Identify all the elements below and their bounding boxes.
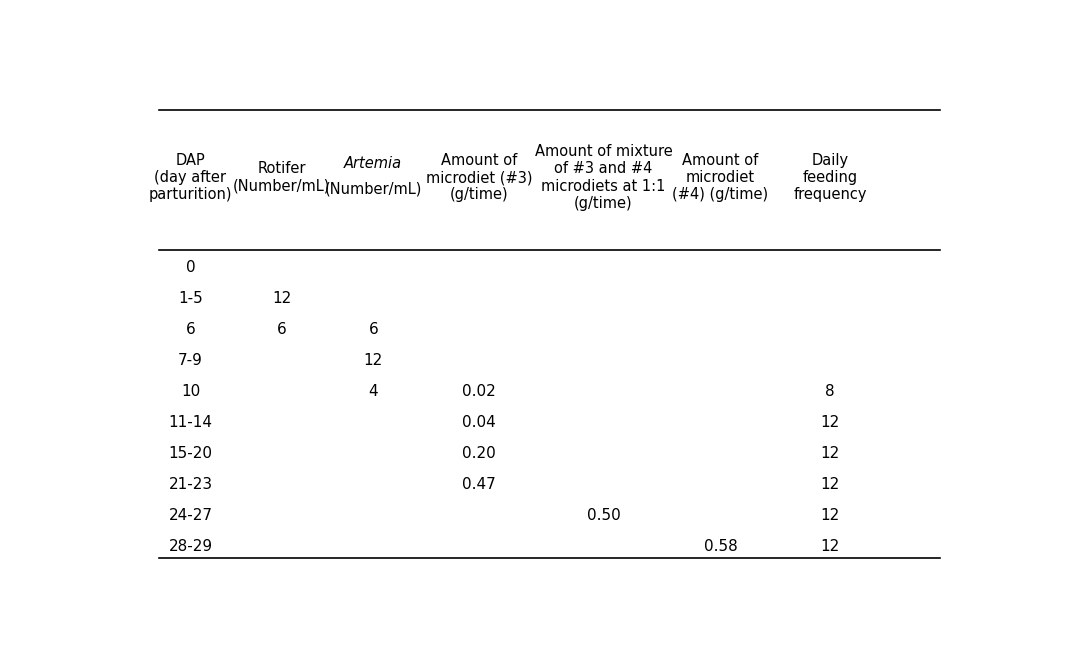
Text: 12: 12 (820, 446, 839, 461)
Text: 12: 12 (820, 538, 839, 554)
Text: 0.58: 0.58 (703, 538, 738, 554)
Text: Amount of
microdiet
(#4) (g/time): Amount of microdiet (#4) (g/time) (672, 153, 769, 202)
Text: 12: 12 (820, 477, 839, 492)
Text: 0.50: 0.50 (586, 508, 621, 523)
Text: 12: 12 (272, 292, 292, 307)
Text: 28-29: 28-29 (168, 538, 212, 554)
Text: 6: 6 (369, 322, 378, 337)
Text: 8: 8 (825, 384, 835, 399)
Text: 6: 6 (185, 322, 195, 337)
Text: Artemia: Artemia (344, 156, 402, 171)
Text: 12: 12 (820, 415, 839, 430)
Text: 1-5: 1-5 (178, 292, 203, 307)
Text: Amount of mixture
of #3 and #4
microdiets at 1:1
(g/time): Amount of mixture of #3 and #4 microdiet… (535, 144, 672, 211)
Text: 12: 12 (363, 353, 383, 368)
Text: 7-9: 7-9 (178, 353, 203, 368)
Text: 0: 0 (185, 260, 195, 275)
Text: 0.20: 0.20 (462, 446, 495, 461)
Text: 11-14: 11-14 (168, 415, 212, 430)
Text: 0.04: 0.04 (462, 415, 495, 430)
Text: 0.02: 0.02 (462, 384, 495, 399)
Text: Amount of
microdiet (#3)
(g/time): Amount of microdiet (#3) (g/time) (426, 153, 532, 202)
Text: Rotifer
(Number/mL): Rotifer (Number/mL) (234, 161, 330, 194)
Text: 12: 12 (820, 508, 839, 523)
Text: 0.47: 0.47 (462, 477, 495, 492)
Text: 24-27: 24-27 (168, 508, 212, 523)
Text: 21-23: 21-23 (168, 477, 212, 492)
Text: (Number/mL): (Number/mL) (325, 181, 422, 196)
Text: Daily
feeding
frequency: Daily feeding frequency (793, 153, 867, 202)
Text: DAP
(day after
parturition): DAP (day after parturition) (149, 153, 233, 202)
Text: 15-20: 15-20 (168, 446, 212, 461)
Text: 10: 10 (181, 384, 200, 399)
Text: 4: 4 (369, 384, 378, 399)
Text: 6: 6 (277, 322, 286, 337)
